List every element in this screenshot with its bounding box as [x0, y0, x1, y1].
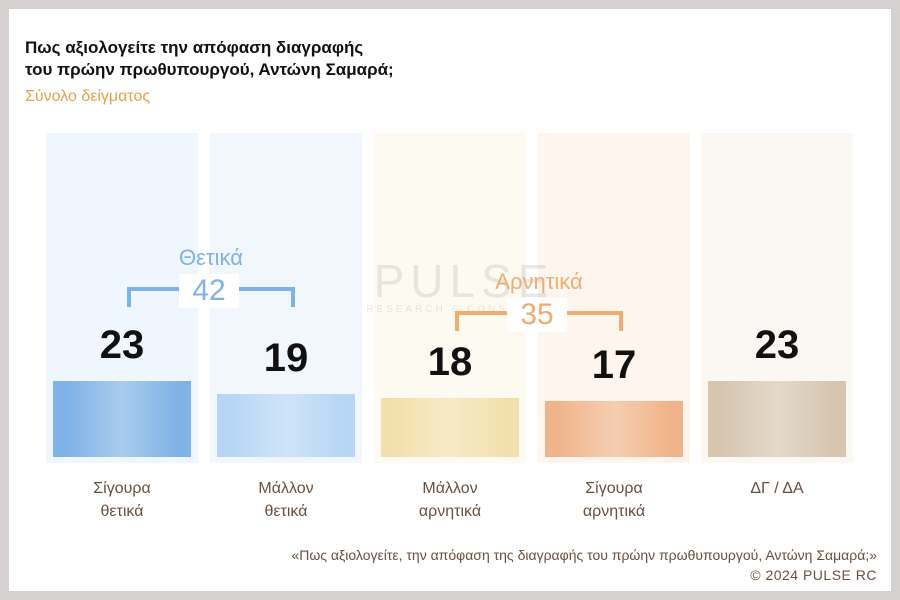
watermark-sub-text: RESEARCH & CONSULTING [366, 304, 562, 315]
bar [217, 394, 355, 457]
group-label: Αρνητικά [495, 269, 583, 294]
category-label-line: Μάλλον [422, 480, 478, 497]
category-label-line: αρνητικά [582, 503, 646, 520]
category-label-line: θετικά [100, 503, 144, 520]
category-label-line: θετικά [264, 503, 308, 520]
category-label: Σίγουρα αρνητικά [538, 477, 690, 523]
category-label: ΔΓ / ΔΑ [701, 477, 853, 500]
category-label-line: ΔΓ / ΔΑ [750, 480, 804, 497]
category-label-line: αρνητικά [418, 503, 482, 520]
bar [53, 381, 191, 457]
category-label-line: Σίγουρα [585, 480, 643, 497]
category-label: Μάλλον αρνητικά [374, 477, 526, 523]
bar [381, 397, 519, 457]
group-total: 42 [179, 274, 239, 308]
bar [545, 400, 683, 457]
chart-subtitle: Σύνολο δείγματος [25, 88, 151, 105]
data-label: 23 [754, 323, 800, 368]
question-footnote: «Πως αξιολογείτε, την απόφαση της διαγρα… [291, 547, 877, 563]
group-total: 35 [507, 298, 567, 332]
data-label: 17 [591, 342, 637, 387]
data-label: 18 [427, 339, 473, 384]
chart-card: Πως αξιολογείτε την απόφαση διαγραφής το… [9, 9, 891, 591]
category-label: Μάλλον θετικά [210, 477, 362, 523]
data-label: 19 [263, 336, 309, 381]
data-label: 23 [99, 323, 145, 368]
bar [708, 381, 846, 457]
group-label: Θετικά [179, 245, 243, 270]
category-label-line: Σίγουρα [93, 480, 151, 497]
category-label-line: Μάλλον [258, 480, 314, 497]
copyright-text: © 2024 PULSE RC [750, 567, 877, 583]
chart-title-line-2: του πρώην πρωθυπουργού, Αντώνη Σαμαρά; [25, 60, 394, 79]
category-label: Σίγουρα θετικά [46, 477, 198, 523]
chart-title-line-1: Πως αξιολογείτε την απόφαση διαγραφής [25, 38, 364, 57]
